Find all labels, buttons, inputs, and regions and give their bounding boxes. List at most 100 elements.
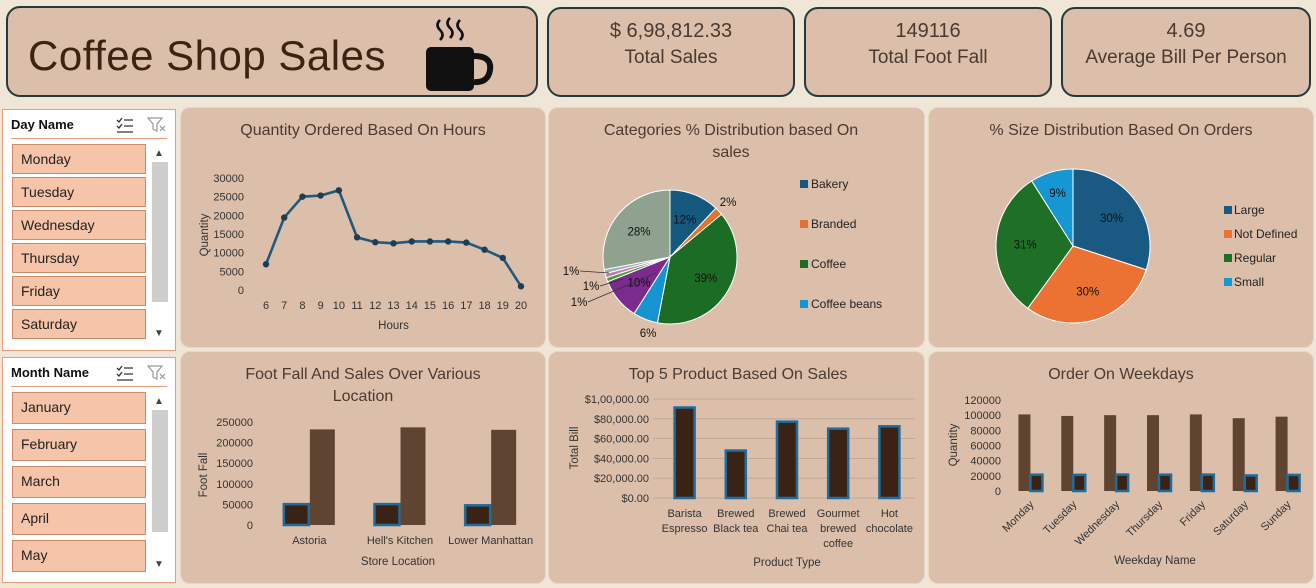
multi-select-icon[interactable] xyxy=(115,364,135,382)
slicer-item-january[interactable]: January xyxy=(12,392,146,424)
series-line xyxy=(264,188,523,287)
x-tick-label: Sunday xyxy=(1259,498,1294,533)
scrollbar-thumb[interactable] xyxy=(152,162,168,302)
pie-data-label: 1% xyxy=(571,297,588,309)
slicer-item-may[interactable]: May xyxy=(12,540,146,572)
bar xyxy=(1018,414,1031,491)
bar xyxy=(673,406,696,500)
leader-line xyxy=(579,270,610,274)
x-tick-label: 6 xyxy=(263,300,269,312)
page-title: Coffee Shop Sales xyxy=(28,32,386,79)
chart-title: sales xyxy=(712,144,749,161)
x-tick-label: Tuesday xyxy=(1041,498,1079,536)
kpi-value: 149116 xyxy=(895,20,961,42)
month-name-slicer: Month Name January February March April … xyxy=(2,357,176,583)
y-tick-label: 150000 xyxy=(216,458,253,470)
slicer-title: Day Name xyxy=(11,117,74,132)
y-axis-label: Total Bill xyxy=(569,427,581,470)
legend-label: Bakery xyxy=(811,177,848,191)
y-tick-label: 40000 xyxy=(970,456,1001,468)
x-tick-label: Wednesday xyxy=(1073,498,1123,548)
pie-data-label: 2% xyxy=(720,197,737,209)
x-tick-label: 20 xyxy=(515,300,527,312)
slicer-item-february[interactable]: February xyxy=(12,429,146,461)
slicer-item-wednesday[interactable]: Wednesday xyxy=(12,210,146,240)
chart-orders-weekdays: Order On Weekdays 0 20000 40000 60000 80000 10… xyxy=(928,351,1314,584)
data-point xyxy=(408,238,415,245)
pie-slice xyxy=(1072,168,1151,271)
scroll-up-icon[interactable]: ▲ xyxy=(154,148,164,159)
scroll-down-icon[interactable]: ▼ xyxy=(154,559,164,570)
legend-swatch xyxy=(1224,230,1232,238)
scroll-down-icon[interactable]: ▼ xyxy=(154,328,164,339)
x-tick-label: Chai tea xyxy=(767,523,809,535)
bar xyxy=(1104,415,1117,491)
slicer-item-april[interactable]: April xyxy=(12,503,146,535)
x-tick-label: 18 xyxy=(478,300,490,312)
x-tick-label: 19 xyxy=(497,300,509,312)
y-tick-label: $1,00,000.00 xyxy=(585,394,649,406)
x-tick-label: Thursday xyxy=(1124,498,1165,539)
y-tick-label: $20,000.00 xyxy=(594,473,649,485)
bar xyxy=(1232,418,1245,491)
chart-quantity-by-hours: Quantity Ordered Based On Hours 0 5000 1000… xyxy=(180,107,546,348)
bar xyxy=(491,429,517,525)
x-tick-label: 7 xyxy=(281,300,287,312)
pie-data-label: 1% xyxy=(583,281,600,293)
legend-swatch xyxy=(800,180,808,188)
bar xyxy=(1200,473,1216,493)
clear-filter-icon[interactable] xyxy=(147,364,167,382)
leader-line xyxy=(587,272,657,303)
pie-slice xyxy=(656,213,738,325)
x-tick-label: Barista xyxy=(667,508,702,520)
scroll-up-icon[interactable]: ▲ xyxy=(154,396,164,407)
x-tick-label: Monday xyxy=(1000,498,1037,535)
pie-data-label: 10% xyxy=(628,278,651,290)
multi-select-icon[interactable] xyxy=(115,116,135,134)
y-tick-label: 10000 xyxy=(213,248,244,260)
slicer-item-saturday[interactable]: Saturday xyxy=(12,309,146,339)
slicer-item-friday[interactable]: Friday xyxy=(12,276,146,306)
clear-filter-icon[interactable] xyxy=(147,116,167,134)
data-point xyxy=(481,246,488,253)
slicer-item-march[interactable]: March xyxy=(12,466,146,498)
chart-title: Quantity Ordered Based On Hours xyxy=(240,122,485,139)
legend-label: Coffee beans xyxy=(811,297,882,311)
x-tick-label: 12 xyxy=(369,300,381,312)
bar xyxy=(282,502,311,527)
legend-label: Regular xyxy=(1234,251,1276,265)
bar xyxy=(1029,473,1044,493)
x-tick-label: 8 xyxy=(299,300,305,312)
data-point xyxy=(463,239,470,246)
chart-foot-fall-location: Foot Fall And Sales Over Various Location… xyxy=(180,351,546,584)
pie-slice xyxy=(602,189,671,271)
x-tick-label: Brewed xyxy=(717,508,754,520)
bar xyxy=(1157,473,1173,493)
bar xyxy=(826,427,850,500)
y-axis-label: Foot Fall xyxy=(198,453,210,498)
legend-label: Small xyxy=(1234,275,1264,289)
data-point xyxy=(317,192,324,199)
bar xyxy=(724,449,748,500)
slicer-item-monday[interactable]: Monday xyxy=(12,144,146,174)
x-tick-label: chocolate xyxy=(866,523,913,535)
bar xyxy=(1243,474,1258,493)
scrollbar-thumb[interactable] xyxy=(152,410,168,532)
y-tick-label: $40,000.00 xyxy=(594,453,649,465)
x-tick-label: Brewed xyxy=(768,508,805,520)
x-axis-label: Store Location xyxy=(361,556,435,568)
slicer-item-thursday[interactable]: Thursday xyxy=(12,243,146,273)
slicer-item-tuesday[interactable]: Tuesday xyxy=(12,177,146,207)
pie-data-label: 30% xyxy=(1076,286,1099,298)
data-point xyxy=(299,193,306,200)
leader-line xyxy=(599,278,624,287)
x-tick-label: Black tea xyxy=(713,523,759,535)
bar xyxy=(1147,415,1159,491)
data-point xyxy=(335,187,343,194)
x-tick-label: 11 xyxy=(351,300,362,312)
y-tick-label: 250000 xyxy=(216,417,253,429)
x-tick-label: Hot xyxy=(881,508,898,520)
bar xyxy=(1114,473,1130,493)
kpi-label: Total Sales xyxy=(624,47,718,68)
x-tick-label: Gourmet xyxy=(817,508,860,520)
